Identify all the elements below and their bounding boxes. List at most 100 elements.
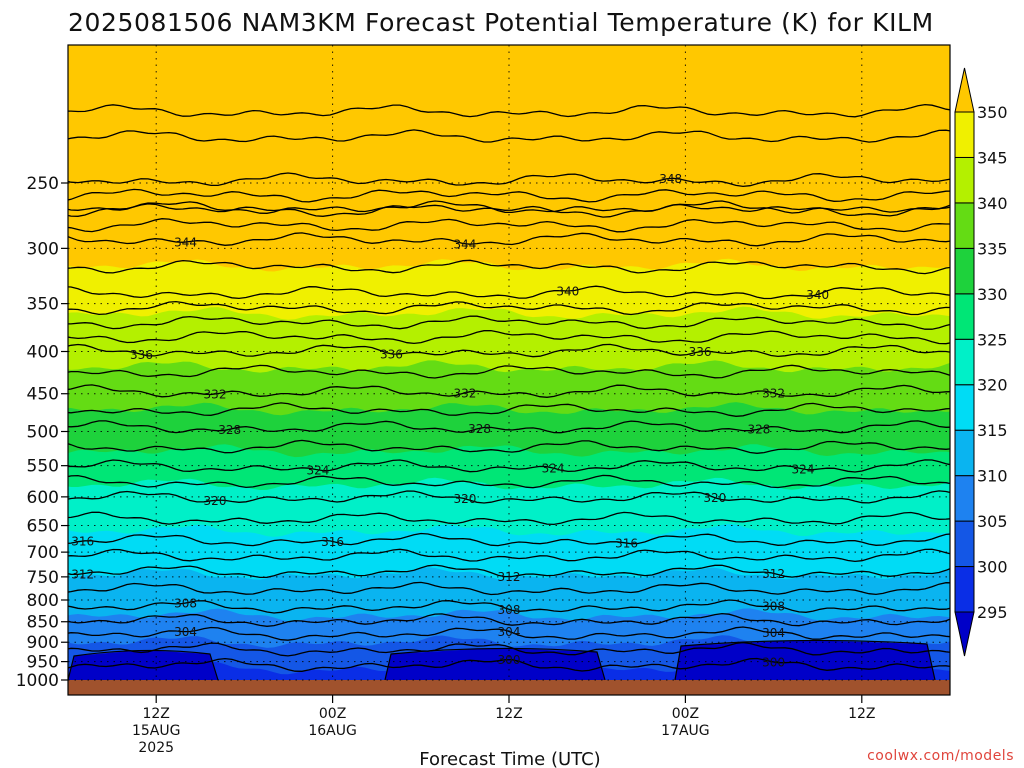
contour-label: 344 bbox=[174, 236, 197, 250]
y-tick-label: 1000 bbox=[16, 671, 59, 691]
colorbar-label: 330 bbox=[977, 285, 1008, 304]
contour-label: 304 bbox=[498, 625, 521, 639]
color-band bbox=[385, 648, 605, 680]
contour-label: 336 bbox=[380, 347, 403, 361]
contour-line bbox=[68, 200, 950, 214]
contour-label: 340 bbox=[806, 288, 829, 302]
terrain-strip bbox=[68, 680, 950, 695]
contour-line bbox=[68, 548, 950, 563]
color-band bbox=[580, 45, 950, 72]
x-tick-label: 12Z bbox=[495, 706, 522, 722]
colorbar-segment bbox=[954, 566, 975, 613]
colorbar-label: 310 bbox=[977, 467, 1008, 486]
contour-line bbox=[68, 329, 950, 345]
contour-line bbox=[68, 103, 950, 118]
colorbar-label: 345 bbox=[977, 148, 1008, 167]
x-tick-label: 00Z bbox=[319, 706, 346, 722]
y-tick-label: 250 bbox=[27, 174, 59, 194]
contour-line bbox=[68, 599, 950, 614]
color-band bbox=[68, 45, 350, 81]
y-axis: 2503003504004505005506006507007508008509… bbox=[16, 174, 68, 691]
contour-lines bbox=[68, 103, 950, 681]
y-tick-label: 350 bbox=[27, 295, 59, 315]
contour-label: 308 bbox=[762, 600, 785, 614]
y-tick-label: 450 bbox=[27, 385, 59, 405]
contour-label: 300 bbox=[498, 653, 521, 667]
colorbar-label: 300 bbox=[977, 558, 1008, 577]
y-tick-label: 850 bbox=[27, 613, 59, 633]
contour-label: 336 bbox=[130, 348, 153, 362]
y-tick-label: 550 bbox=[27, 457, 59, 477]
contour-line bbox=[68, 490, 950, 504]
colorbar-label: 305 bbox=[977, 512, 1008, 531]
colorbar-segment bbox=[954, 384, 975, 431]
x-tick-label: 12Z bbox=[848, 706, 875, 722]
contour-line bbox=[68, 581, 950, 596]
contour-line bbox=[68, 343, 950, 358]
y-tick-label: 300 bbox=[27, 239, 59, 259]
colorbar-label: 335 bbox=[977, 239, 1008, 258]
contour-line bbox=[68, 188, 950, 203]
colorbar-segment bbox=[954, 338, 975, 386]
contour-label: 316 bbox=[615, 537, 638, 551]
colorbar-segment bbox=[954, 475, 975, 522]
x-tick-label: 15AUG bbox=[132, 723, 181, 739]
contour-line bbox=[384, 647, 606, 681]
contour-label: 320 bbox=[204, 494, 227, 508]
colorbar-top-arrow bbox=[954, 67, 975, 113]
chart-title: 2025081506 NAM3KM Forecast Potential Tem… bbox=[68, 8, 934, 37]
contour-line bbox=[68, 172, 950, 188]
x-tick-label: 12Z bbox=[142, 706, 169, 722]
contour-label: 324 bbox=[542, 462, 565, 476]
y-tick-label: 950 bbox=[27, 653, 59, 673]
contour-label: 324 bbox=[792, 463, 815, 477]
contour-line bbox=[68, 259, 950, 275]
colorbar-label: 340 bbox=[977, 194, 1008, 213]
colorbar-label: 350 bbox=[977, 103, 1008, 122]
contour-line bbox=[68, 439, 950, 454]
x-axis-label: Forecast Time (UTC) bbox=[419, 749, 600, 768]
contour-label: 348 bbox=[659, 172, 682, 186]
colorbar-segment bbox=[954, 202, 975, 249]
contour-label: 320 bbox=[703, 491, 726, 505]
contour-label: 316 bbox=[321, 535, 344, 549]
x-tick-label: 16AUG bbox=[308, 723, 357, 739]
colorbar-segment bbox=[954, 293, 975, 340]
y-tick-label: 400 bbox=[27, 343, 59, 363]
contour-line bbox=[68, 203, 950, 218]
contour-label: 332 bbox=[453, 386, 476, 400]
contour-line bbox=[68, 402, 950, 417]
contour-label: 312 bbox=[71, 567, 94, 581]
x-tick-label: 00Z bbox=[672, 706, 699, 722]
color-band bbox=[68, 650, 218, 680]
y-tick-label: 700 bbox=[27, 543, 59, 563]
colorbar-segment bbox=[954, 520, 975, 568]
contour-line bbox=[68, 384, 950, 398]
contour-label: 332 bbox=[762, 387, 785, 401]
colorbar-segment bbox=[954, 111, 975, 158]
contour-label: 328 bbox=[468, 422, 491, 436]
contour-line bbox=[68, 474, 950, 489]
x-tick-label: 2025 bbox=[138, 740, 174, 756]
contour-label: 324 bbox=[306, 463, 329, 477]
contour-line bbox=[68, 612, 950, 627]
grid-lines bbox=[68, 45, 950, 681]
contour-label: 312 bbox=[498, 570, 521, 584]
colorbar: 295 300 305 310 315 320 325 330 335 340 345 350 bbox=[954, 67, 1008, 657]
contour-line bbox=[68, 315, 950, 330]
colorbar-bottom-arrow bbox=[954, 611, 975, 657]
colorbar-segment bbox=[954, 429, 975, 477]
contour-line bbox=[68, 129, 950, 143]
contour-line bbox=[68, 564, 950, 579]
terrain-ground bbox=[68, 680, 950, 695]
contour-label: 316 bbox=[71, 534, 94, 548]
contour-line bbox=[68, 232, 950, 247]
contour-labels: 300 300 304 304 304 308 308 308 312 312 312 316 316 3… bbox=[71, 172, 829, 670]
contour-line bbox=[68, 649, 219, 681]
colorbar-segment bbox=[954, 247, 975, 295]
y-tick-label: 800 bbox=[27, 591, 59, 611]
credit-text: coolwx.com/models bbox=[867, 748, 1014, 764]
contour-label: 304 bbox=[174, 625, 197, 639]
contour-label: 336 bbox=[689, 345, 712, 359]
